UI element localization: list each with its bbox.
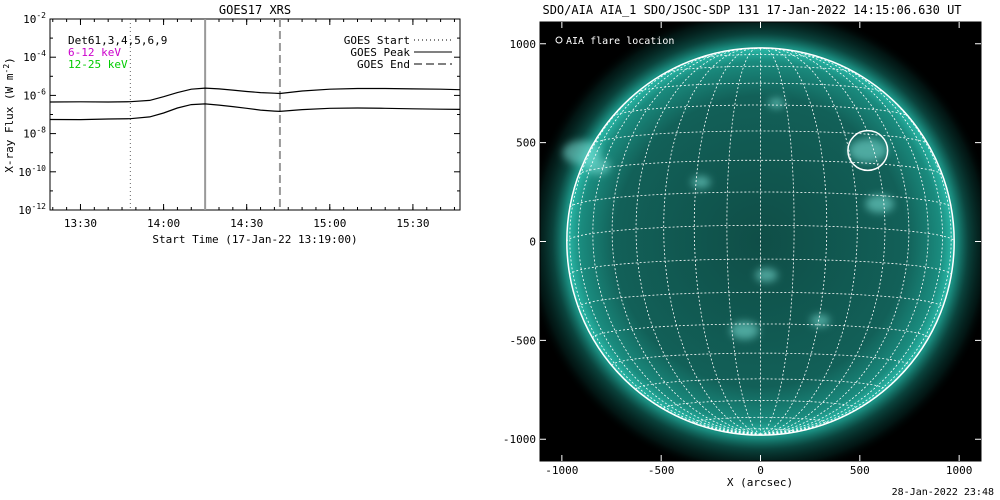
aia-x-axis: -1000 -500 0 500 1000 <box>545 22 972 477</box>
flare-legend-icon <box>555 36 563 44</box>
active-region <box>848 138 887 163</box>
aia-y-tick-label: -1000 <box>503 433 536 446</box>
flare-location-circle <box>847 129 889 172</box>
aia-x-tick-label: 1000 <box>946 464 973 477</box>
grid-line <box>635 48 761 435</box>
aia-x-tick-label: 500 <box>850 464 870 477</box>
active-region <box>584 158 611 175</box>
goes-title: GOES17 XRS <box>219 3 291 17</box>
grid-line <box>760 53 943 435</box>
grid-line <box>569 191 952 208</box>
goes-panel: GOES17 XRS 10-2 10-4 10-6 10-8 10-10 10-12 13… <box>2 3 461 246</box>
grid-line <box>760 67 952 435</box>
active-region <box>691 176 711 189</box>
grid-line <box>663 47 761 435</box>
grid-line <box>569 67 761 435</box>
aia-y-tick-label: 500 <box>516 137 536 150</box>
goes-y-axis-label: X-ray Flux (W m-2) <box>2 57 16 173</box>
aia-title: SDO/AIA AIA_1 SDO/JSOC-SDP 131 17-Jan-20… <box>542 3 961 17</box>
aia-y-tick-label: 0 <box>529 236 536 249</box>
goes-series-group <box>49 87 461 121</box>
goes-x-tick-label: 14:30 <box>230 217 263 230</box>
grid-line <box>760 47 858 435</box>
goes-y-axis: 10-2 10-4 10-6 10-8 10-10 10-12 <box>18 11 460 217</box>
goes-series-1-line <box>49 87 461 103</box>
legend-detectors: Det61,3,4,5,6,9 <box>68 34 167 47</box>
active-region <box>730 321 759 340</box>
legend-goes-start: GOES Start <box>344 34 410 47</box>
aia-panel: SDO/AIA AIA_1 SDO/JSOC-SDP 131 17-Jan-20… <box>503 3 982 489</box>
goes-y-tick-label: 10-10 <box>18 164 46 179</box>
grid-line <box>696 54 825 60</box>
legend-goes-peak: GOES Peak <box>350 46 410 59</box>
goes-x-tick-label: 15:00 <box>313 217 346 230</box>
goes-x-axis: 13:30 14:00 14:30 15:00 15:30 <box>52 19 455 230</box>
grid-line <box>693 47 761 435</box>
goes-x-tick-label: 14:00 <box>147 217 180 230</box>
active-region <box>755 268 778 283</box>
aia-y-tick-label: -500 <box>510 334 537 347</box>
active-region <box>810 314 830 327</box>
goes-series-2-line <box>49 103 461 121</box>
goes-event-markers <box>129 19 281 210</box>
goes-x-tick-label: 13:30 <box>64 217 97 230</box>
legend-goes-end: GOES End <box>357 58 410 71</box>
grid-line <box>760 48 886 435</box>
goes-y-tick-label: 10-2 <box>23 11 46 26</box>
grid-line <box>726 47 761 435</box>
goes-y-tick-label: 10-4 <box>23 49 46 64</box>
active-region <box>865 194 894 213</box>
grid-line <box>592 323 929 339</box>
grid-line <box>578 159 943 175</box>
goes-x-tick-label: 15:30 <box>396 217 429 230</box>
grid-line <box>611 48 761 435</box>
aia-x-tick-label: 0 <box>757 464 764 477</box>
grid-line <box>760 48 910 435</box>
grid-line <box>611 352 910 366</box>
goes-legend-right: GOES Start GOES Peak GOES End <box>344 34 452 71</box>
legend-12-25kev: 12-25 keV <box>68 58 128 71</box>
grid-line <box>592 50 761 435</box>
grid-line <box>578 291 943 308</box>
solar-limb <box>566 47 955 436</box>
grid-line <box>760 50 929 435</box>
goes-y-tick-label: 10-12 <box>18 202 46 217</box>
legend-6-12kev: 6-12 keV <box>68 46 121 59</box>
generation-timestamp: 28-Jan-2022 23:48 <box>891 487 994 498</box>
aia-legend-text: AIA flare location <box>566 36 674 47</box>
aia-x-tick-label: -1000 <box>545 464 578 477</box>
active-region <box>768 98 785 109</box>
grid-line <box>578 53 761 435</box>
aia-x-axis-label: X (arcsec) <box>727 476 793 489</box>
grid-line <box>569 258 952 276</box>
aia-y-axis: 1000 500 0 -500 -1000 <box>503 38 981 446</box>
aia-x-tick-label: -500 <box>648 464 675 477</box>
goes-y-tick-label: 10-8 <box>23 126 46 141</box>
goes-legend-left: Det61,3,4,5,6,9 6-12 keV 12-25 keV <box>68 34 167 71</box>
grid-line <box>636 82 885 93</box>
aia-y-tick-label: 1000 <box>510 38 537 51</box>
goes-y-tick-label: 10-6 <box>23 87 46 102</box>
grid-line <box>760 47 828 435</box>
grid-line <box>693 416 828 423</box>
grid-line <box>760 47 795 435</box>
grid-line <box>592 130 929 145</box>
goes-x-axis-label: Start Time (17-Jan-22 13:19:00) <box>152 233 357 246</box>
